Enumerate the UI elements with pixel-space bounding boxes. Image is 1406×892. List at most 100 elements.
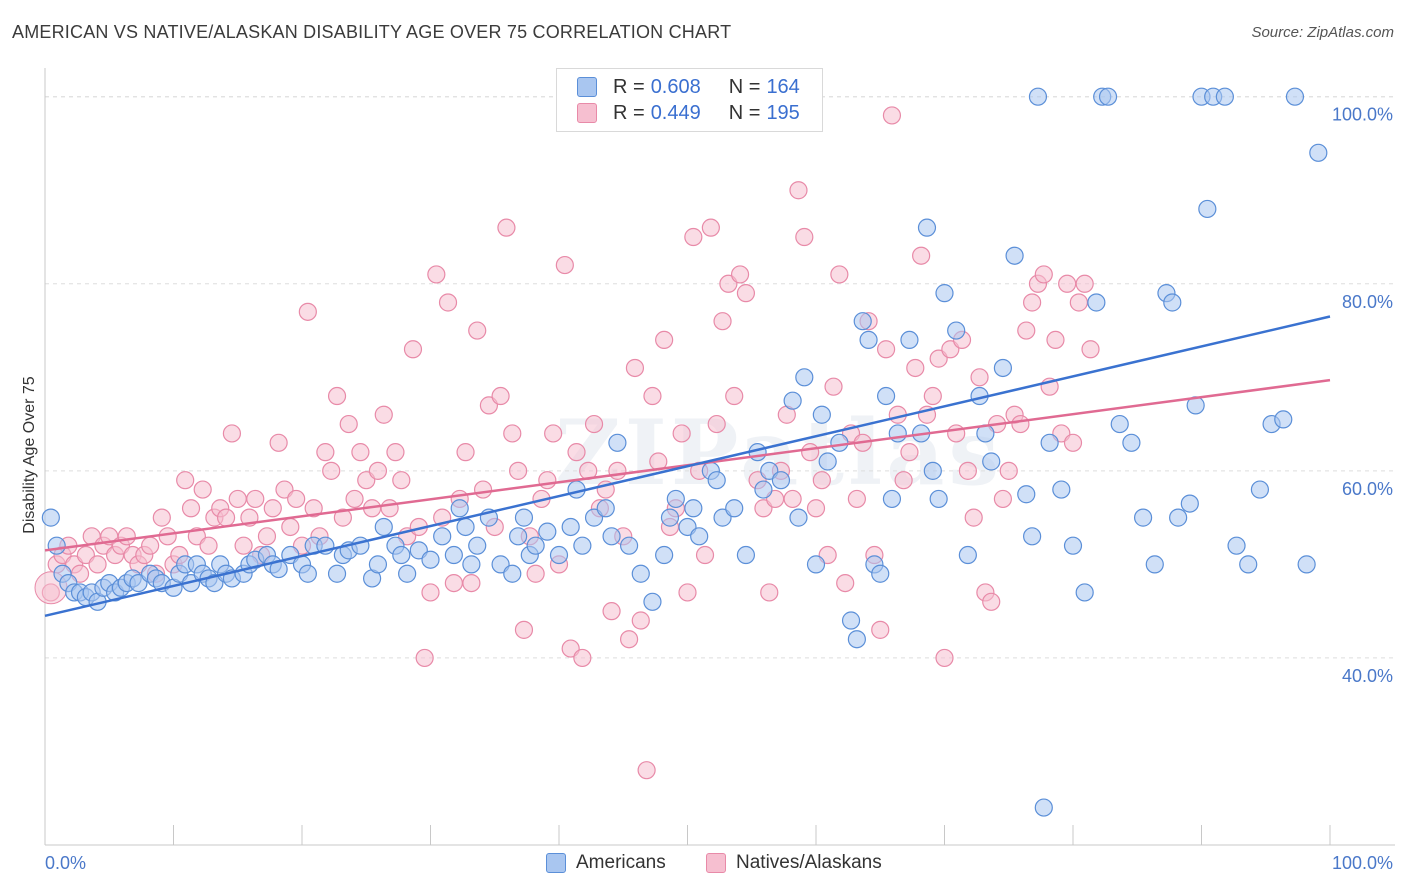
natives-point [316, 443, 335, 462]
americans-point [876, 386, 896, 406]
americans-point [1110, 414, 1129, 434]
chart-title: AMERICAN VS NATIVE/ALASKAN DISABILITY AG… [12, 22, 732, 42]
natives-point [117, 527, 136, 546]
natives-point [491, 386, 510, 406]
natives-point [555, 255, 574, 275]
natives-point [806, 499, 826, 518]
natives-point [964, 508, 983, 527]
natives-point [567, 443, 586, 462]
natives-point [999, 461, 1018, 480]
natives-point [222, 424, 242, 443]
natives-point [327, 386, 347, 406]
natives-point [351, 443, 370, 462]
bottom-legend-americans[interactable]: Americans [546, 852, 666, 874]
americans-point [444, 545, 463, 565]
americans-point [526, 536, 545, 555]
americans-trend-line [44, 315, 1331, 618]
americans-point [298, 564, 317, 583]
americans-point [1309, 143, 1328, 162]
natives-point [152, 508, 171, 527]
americans-swatch [577, 77, 597, 97]
natives-point [882, 106, 902, 125]
americans-point [1028, 87, 1048, 106]
natives-point [900, 443, 919, 462]
americans-points [41, 87, 1328, 817]
natives-point [281, 517, 300, 537]
natives-point [655, 330, 674, 350]
natives-point [935, 648, 954, 668]
natives-point [947, 424, 966, 443]
x-tick-label: 0.0% [45, 853, 86, 873]
americans-point [684, 499, 703, 518]
natives-point [514, 620, 534, 639]
americans-swatch [546, 853, 566, 873]
natives-point [509, 461, 528, 480]
americans-point [514, 508, 534, 527]
natives-point [427, 265, 446, 284]
natives-point [707, 414, 726, 434]
americans-point [1198, 199, 1217, 219]
natives-point [789, 181, 808, 200]
americans-point [1087, 293, 1106, 312]
americans-point [462, 555, 481, 574]
natives-point [736, 284, 756, 303]
natives-point [993, 489, 1013, 509]
americans-point [1075, 583, 1094, 602]
natives-point [304, 499, 323, 518]
americans-point [1239, 555, 1258, 574]
americans-point [725, 499, 744, 518]
natives-point [906, 358, 925, 378]
natives-point [1081, 340, 1100, 359]
natives-point [602, 602, 621, 621]
americans-point [41, 508, 60, 527]
bottom-legend-natives[interactable]: Natives/Alaskans [706, 852, 882, 874]
americans-point [923, 461, 942, 480]
y-tick-label: 40.0% [1342, 666, 1393, 686]
americans-point [1023, 527, 1042, 546]
americans-point [929, 489, 948, 509]
americans-point [468, 536, 487, 555]
americans-point [392, 545, 411, 565]
americans-point [433, 527, 452, 546]
legend-n-value: 195 [766, 101, 800, 124]
trend-lines [44, 315, 1331, 618]
natives-point [374, 405, 393, 424]
americans-point [859, 330, 878, 350]
natives-point [608, 461, 627, 480]
natives-point [801, 443, 820, 462]
americans-point [660, 508, 680, 527]
americans-point [830, 433, 849, 452]
natives-point [730, 265, 750, 284]
y-tick-label: 60.0% [1342, 479, 1393, 499]
legend-row-natives: R = 0.449 N = 195 [577, 100, 806, 126]
natives-point [684, 227, 703, 247]
natives-point [619, 630, 639, 649]
natives-point [468, 321, 487, 340]
natives-point [1046, 330, 1065, 350]
americans-point [1017, 485, 1036, 504]
americans-point [1040, 433, 1059, 452]
natives-point [345, 489, 364, 509]
americans-point [655, 545, 674, 565]
americans-point [561, 517, 580, 537]
americans-point [666, 489, 685, 509]
natives-point [701, 218, 720, 237]
americans-point [450, 499, 469, 518]
americans-point [47, 536, 66, 555]
americans-point [947, 321, 966, 340]
natives-point [1011, 414, 1030, 434]
americans-point [818, 452, 837, 471]
natives-point [923, 386, 942, 406]
natives-point [333, 508, 352, 527]
natives-point [438, 293, 458, 312]
natives-point [246, 489, 265, 509]
americans-point [1133, 508, 1153, 527]
natives-point [421, 583, 440, 602]
americans-point [619, 536, 639, 555]
natives-point [672, 424, 691, 443]
natives-point [970, 368, 989, 387]
natives-point [958, 461, 977, 480]
x-tick-label: 100.0% [1332, 853, 1393, 873]
source-label: Source: ZipAtlas.com [1251, 24, 1394, 41]
americans-point [1005, 246, 1024, 265]
